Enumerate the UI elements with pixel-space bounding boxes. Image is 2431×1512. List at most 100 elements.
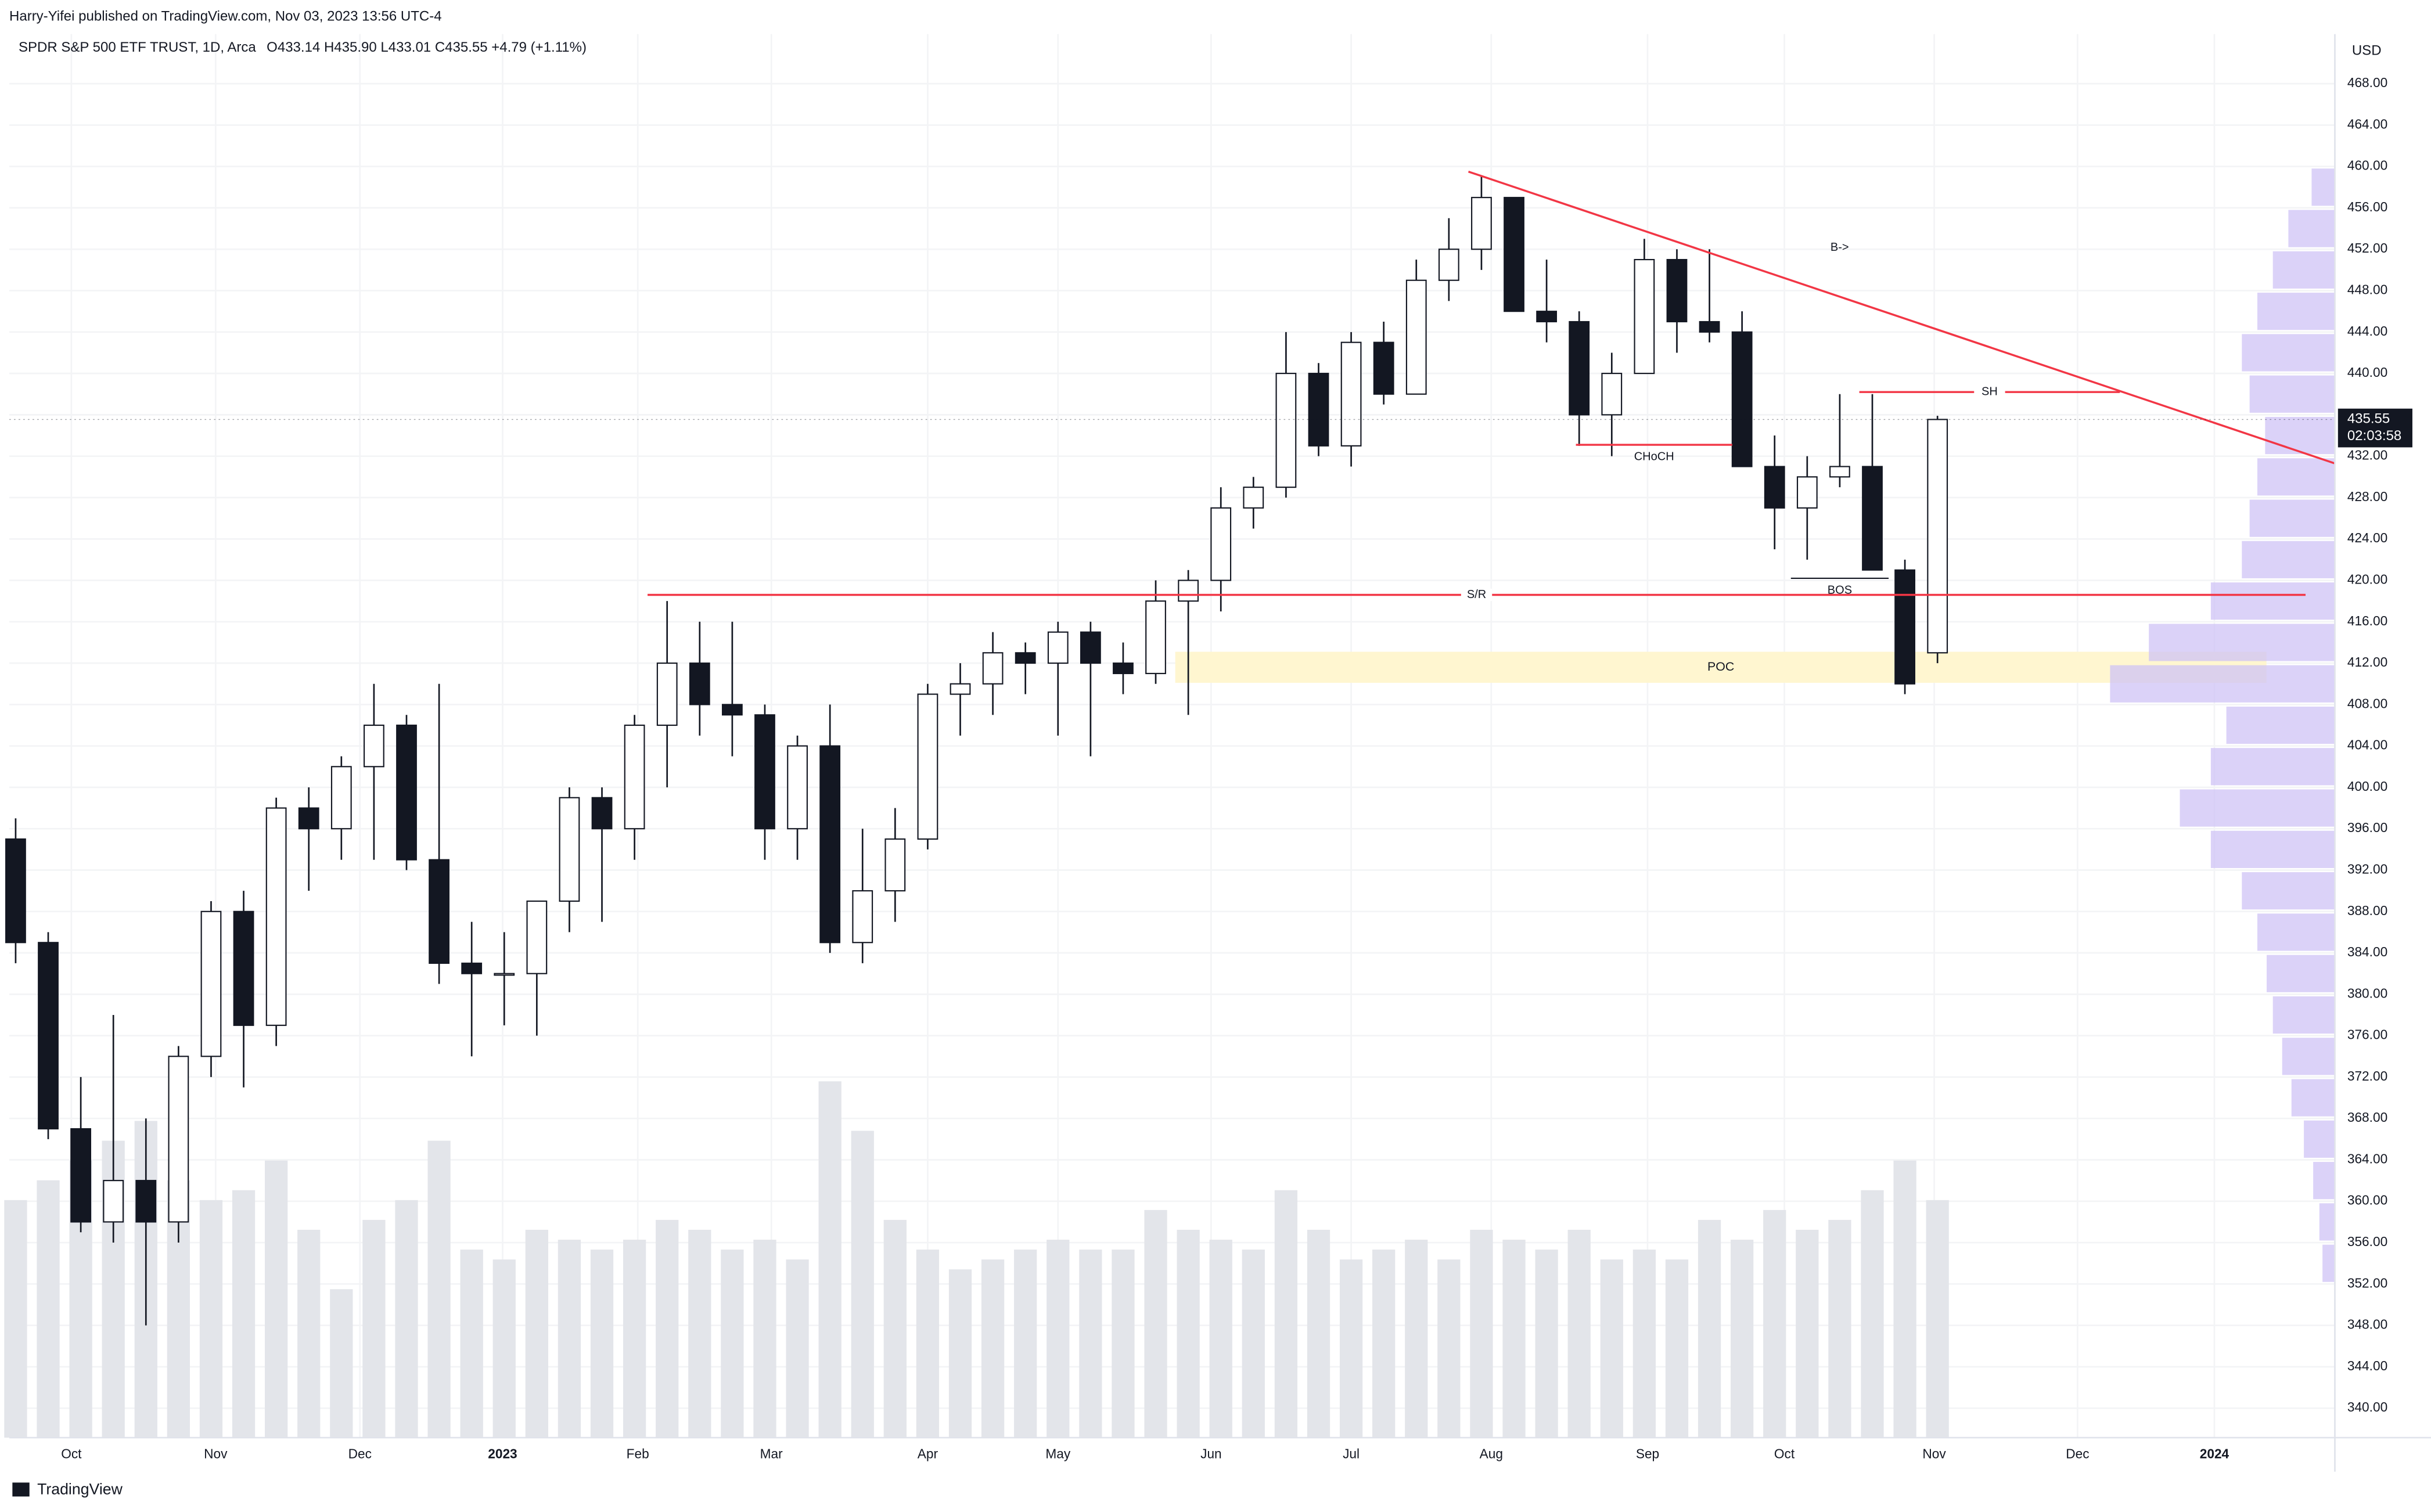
candle-body <box>1210 507 1232 581</box>
volume-bar <box>688 1229 711 1438</box>
y-tick-label: 464.00 <box>2347 116 2387 131</box>
volume-profile-bar <box>2319 1203 2335 1241</box>
poc-zone <box>1175 651 2267 683</box>
currency: USD <box>2352 42 2382 58</box>
y-tick-label: 420.00 <box>2347 572 2387 587</box>
volume-bar <box>1861 1190 1884 1438</box>
y-tick-label: 340.00 <box>2347 1399 2387 1414</box>
x-tick-label: Apr <box>918 1446 938 1461</box>
x-tick-label: Mar <box>760 1446 783 1461</box>
volume-bar <box>1600 1259 1623 1438</box>
y-tick-label: 384.00 <box>2347 944 2387 959</box>
volume-bar <box>1372 1250 1396 1438</box>
candle-body <box>1145 600 1166 674</box>
volume-bar <box>948 1269 972 1438</box>
candle-body <box>1731 331 1753 467</box>
candle-body <box>982 652 1004 685</box>
candle-body <box>1666 259 1688 323</box>
volume-bar <box>1502 1240 1526 1438</box>
candle-body <box>1927 419 1948 654</box>
candle-body <box>1699 321 1720 333</box>
annotation-label: SH <box>1982 385 1998 398</box>
x-tick-label: Nov <box>1922 1446 1946 1461</box>
y-tick-label: 388.00 <box>2347 903 2387 918</box>
y-tick-label: 352.00 <box>2347 1275 2387 1290</box>
y-tick-label: 392.00 <box>2347 861 2387 876</box>
candle-body <box>884 838 906 892</box>
candle-body <box>559 797 580 902</box>
candle-body <box>1796 476 1818 509</box>
candle-body <box>364 724 384 768</box>
candle-body <box>1015 652 1036 664</box>
candle-body <box>1308 373 1329 447</box>
volume-bar <box>818 1081 842 1438</box>
volume-bar <box>199 1200 223 1438</box>
candle-body <box>1894 569 1915 685</box>
candle-body <box>526 900 548 974</box>
volume-bar <box>1698 1219 1721 1438</box>
candle-body <box>1080 631 1101 664</box>
annotation-label: S/R <box>1467 588 1486 601</box>
y-tick-label: 400.00 <box>2347 779 2387 794</box>
volume-bar <box>753 1240 776 1438</box>
last-price-box <box>2338 408 2412 448</box>
candle-body <box>1601 373 1623 416</box>
symbol-title: SPDR S&P 500 ETF TRUST, 1D, Arca <box>19 39 256 55</box>
x-tick-label: Feb <box>627 1446 649 1461</box>
x-tick-label: Sep <box>1636 1446 1659 1461</box>
volume-profile-bar <box>2149 624 2335 661</box>
volume-bar <box>623 1240 646 1438</box>
volume-profile-bar <box>2257 458 2335 496</box>
volume-profile-bar <box>2242 872 2335 910</box>
volume-profile-bar <box>2304 1120 2335 1158</box>
x-tick-label: May <box>1045 1446 1071 1461</box>
volume-bar <box>330 1289 353 1438</box>
volume-profile-bar <box>2210 830 2335 868</box>
volume-bar <box>1307 1229 1330 1438</box>
volume-bar <box>1014 1250 1037 1438</box>
volume-bar <box>492 1259 516 1438</box>
volume-bar <box>1470 1229 1493 1438</box>
y-tick-label: 432.00 <box>2347 448 2387 463</box>
y-tick-label: 404.00 <box>2347 737 2387 753</box>
x-tick-label: Nov <box>204 1446 228 1461</box>
candle-body <box>200 910 222 1057</box>
candle-body <box>917 693 938 840</box>
volume-bar <box>525 1229 548 1438</box>
last-price: 435.55 <box>2347 411 2390 427</box>
y-tick-label: 356.00 <box>2347 1234 2387 1249</box>
candle-body <box>1634 259 1655 375</box>
candle-body <box>1373 341 1394 395</box>
volume-profile-bar <box>2242 334 2335 372</box>
volume-bar <box>1144 1209 1167 1438</box>
volume-bar <box>297 1229 321 1438</box>
volume-bar <box>851 1131 874 1438</box>
volume-bar <box>265 1160 288 1438</box>
volume-bar <box>981 1259 1005 1438</box>
candle-body <box>1275 373 1297 488</box>
volume-profile-bar <box>2257 913 2335 951</box>
candle-body <box>1829 466 1850 478</box>
y-tick-label: 408.00 <box>2347 696 2387 711</box>
volume-profile-bar <box>2257 293 2335 330</box>
candle-body <box>1340 341 1362 447</box>
volume-profile-bar <box>2311 168 2335 206</box>
volume-profile-bar <box>2267 955 2335 992</box>
volume-profile-bar <box>2291 1079 2335 1117</box>
candle-body <box>461 962 483 974</box>
volume-bar <box>395 1200 418 1438</box>
volume-bar <box>1437 1259 1461 1438</box>
volume-bar <box>232 1190 256 1438</box>
zone-label: POC <box>1707 660 1734 674</box>
candle-body <box>135 1180 157 1223</box>
candle-body <box>429 859 449 964</box>
volume-bar <box>37 1180 60 1438</box>
y-tick-label: 444.00 <box>2347 323 2387 339</box>
publisher: Harry-Yifei published on TradingView.com… <box>9 9 442 24</box>
candle-body <box>1405 279 1427 395</box>
candle-body <box>1178 579 1199 602</box>
x-tick-label: 2024 <box>2200 1446 2229 1461</box>
x-tick-label: Oct <box>61 1446 82 1461</box>
volume-bar <box>786 1259 809 1438</box>
